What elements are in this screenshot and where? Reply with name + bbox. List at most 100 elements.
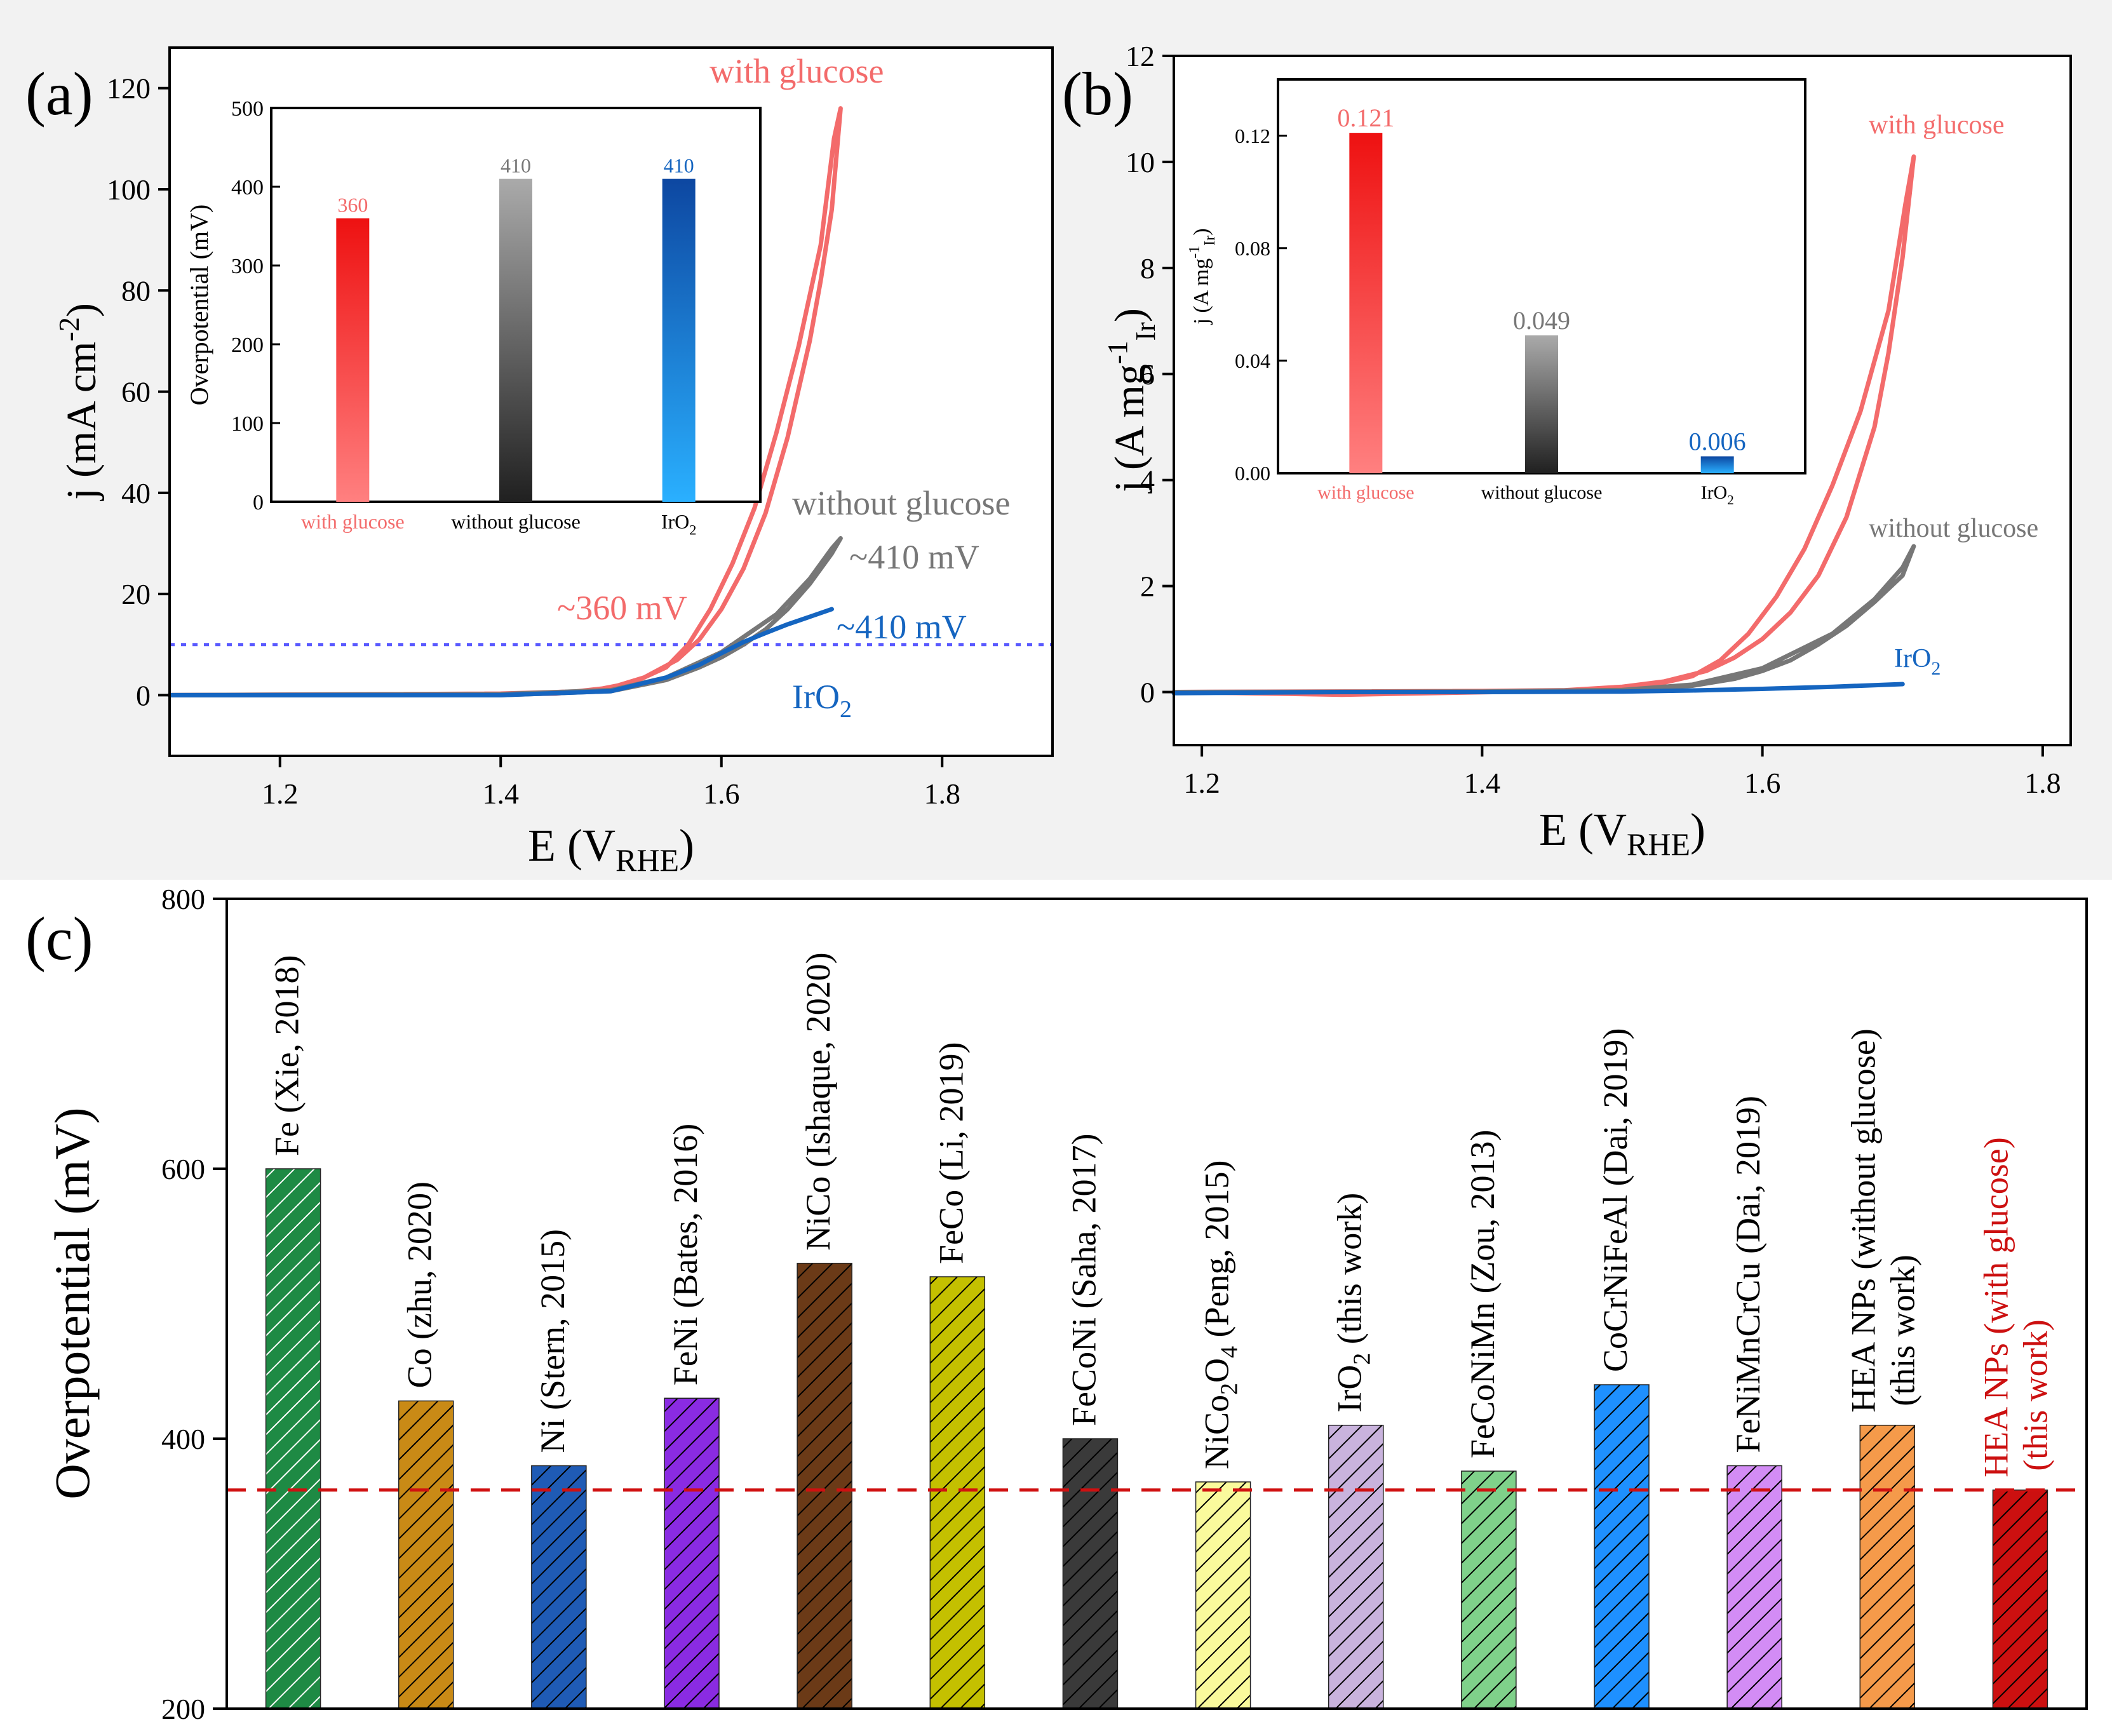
panel-c-bar-label: FeCoNiMn (Zou, 2013)	[1463, 1130, 1502, 1458]
panel-b-y-axis-label: j (A mg-1Ir)	[1102, 308, 1161, 494]
panel-b-x-tick-label: 1.6	[1744, 767, 1781, 799]
panel-b-inset: 0.121 0.049 0.006 0.00 0.04 0.08 0.12 with gl…	[1187, 78, 1806, 508]
annotation-b-iro2: IrO2	[1894, 644, 1940, 679]
ai-y-tick-label: 200	[231, 333, 264, 357]
panel-c-bar-8	[1195, 1481, 1251, 1709]
panel-b-y-tick-label: 10	[1126, 146, 1155, 178]
panel-b-y-tick-label: 8	[1140, 252, 1155, 285]
panel-c-bar-9	[1328, 1425, 1384, 1709]
bi-bar-without-glucose	[1525, 335, 1558, 473]
panel-a-x-tick-label: 1.4	[483, 777, 520, 810]
panel-a-x-axis-label: E (VRHE)	[528, 820, 694, 878]
bi-y-tick-label: 0.08	[1235, 237, 1270, 260]
panel-c-bar-12	[1726, 1465, 1782, 1709]
panel-a-y-tick-label: 60	[121, 376, 151, 408]
panel-c-y-tick-label: 800	[161, 883, 205, 915]
annotation-without-glucose: without glucose	[792, 484, 1010, 522]
panel-a-y-tick-label: 0	[136, 679, 151, 711]
panel-b-series-without-glucose	[1171, 544, 1916, 694]
panel-b-x-tick-label: 1.2	[1183, 767, 1220, 799]
panel-c-bar-11	[1594, 1384, 1650, 1709]
panel-a-x-tick-label: 1.6	[703, 777, 740, 810]
ai-category-label: with glucose	[301, 510, 405, 533]
panel-c-y-tick-label: 400	[161, 1423, 205, 1455]
bi-y-tick-label: 0.04	[1235, 349, 1270, 372]
panel-b-y-tick-label: 0	[1140, 676, 1155, 709]
bi-bar-value-label: 0.006	[1689, 427, 1746, 455]
panel-c-bar-label: FeCoNi (Saha, 2017)	[1065, 1134, 1103, 1426]
panel-c-bar-1	[265, 1168, 321, 1709]
annotation-iro2: IrO2	[792, 678, 852, 723]
panel-a-series-iro2	[167, 607, 834, 697]
panel-c-bar-10	[1461, 1470, 1517, 1709]
annotation-410mv-gray: ~410 mV	[849, 538, 979, 576]
panel-c-frame	[225, 898, 2088, 1710]
panel-c-bar-label: Co (zhu, 2020)	[401, 1181, 439, 1388]
panel-c-y-axis-label: Overpotential (mV)	[44, 1107, 100, 1499]
panel-a-label: (a)	[25, 60, 93, 128]
panel-c-bar-label: HEA NPs (without glucose)	[1844, 1028, 1882, 1412]
panel-b-series-iro2	[1171, 682, 1905, 696]
panel-b-chart: 1.2 1.4 1.6 1.8 0 2 4 6 8 10 12 E (VRHE) j (A mg-…	[1102, 40, 2072, 862]
bi-y-tick-label: 0.00	[1235, 462, 1270, 485]
ai-y-tick-label: 500	[231, 97, 264, 121]
panel-c-bar-label: HEA NPs (with glucose)	[1977, 1137, 2015, 1477]
panel-c-y-tick-label: 600	[161, 1153, 205, 1185]
ai-category-label: without glucose	[451, 510, 581, 533]
panel-c-bar-label: FeCo (Li, 2019)	[932, 1042, 970, 1264]
panel-a-inset-y-axis-label: Overpotential (mV)	[185, 205, 213, 406]
panel-c-bar-label: NiCo (Ishaque, 2020)	[799, 952, 837, 1250]
ai-y-tick-label: 400	[231, 176, 264, 199]
panel-b-x-tick-label: 1.4	[1464, 767, 1501, 799]
panel-a-y-tick-label: 20	[121, 578, 151, 610]
bi-bar-with-glucose	[1349, 133, 1383, 474]
ai-bar-without-glucose	[499, 178, 532, 502]
panel-c-bar-label: FeNiMnCrCu (Dai, 2019)	[1729, 1096, 1767, 1453]
panel-a-y-tick-label: 100	[107, 173, 151, 206]
ai-y-tick-label: 0	[253, 491, 264, 515]
panel-a-chart: 1.2 1.4 1.6 1.8 0 20 40 60 80 100 120 E (VRHE) j …	[53, 46, 1054, 878]
panel-b-x-tick-label: 1.8	[2024, 767, 2061, 799]
panel-c-bar-label: Fe (Xie, 2018)	[268, 955, 306, 1156]
panel-c-bar-3	[531, 1465, 587, 1709]
ai-y-tick-label: 100	[231, 412, 264, 436]
ai-bar-with-glucose	[336, 218, 370, 502]
panel-a-inset: 360 410 410 0 100 200 300 400 500 with glucose w…	[185, 97, 762, 538]
panel-c-bar-14	[1992, 1490, 2048, 1709]
bi-category-label: without glucose	[1481, 482, 1603, 503]
panel-b-y-tick-label: 4	[1140, 464, 1155, 497]
ai-y-tick-label: 300	[231, 255, 264, 278]
annotation-with-glucose: with glucose	[710, 52, 884, 90]
panel-c-bar-6	[929, 1276, 986, 1709]
panel-a-y-tick-label: 120	[107, 72, 151, 105]
panel-c-bar-label-line2: (this work)	[2016, 1319, 2054, 1470]
panel-b-label: (b)	[1062, 60, 1133, 128]
panel-b-y-tick-label: 2	[1140, 570, 1155, 603]
panel-c-bar-label-line2: (this work)	[1883, 1255, 1921, 1406]
ai-bar-value-label: 410	[664, 154, 694, 177]
panel-b-y-tick-label: 6	[1140, 358, 1155, 391]
bi-bar-iro2	[1700, 456, 1734, 473]
panel-c-bar-label: IrO2 (this work)	[1331, 1193, 1376, 1413]
panel-a-series-with-glucose	[167, 106, 843, 697]
panel-c-bar-label: FeNi (Bates, 2016)	[666, 1124, 704, 1385]
panel-c-bar-13	[1859, 1425, 1916, 1709]
panel-c-bar-5	[797, 1263, 852, 1709]
panel-c-bar-4	[664, 1397, 720, 1709]
annotation-b-without-glucose: without glucose	[1869, 514, 2038, 543]
panel-c-chart: 200 400 600 800 Fe (Xie, 2018) Co (zhu, 2020…	[44, 883, 2088, 1725]
bi-bar-value-label: 0.121	[1337, 104, 1394, 132]
panel-c-bar-2	[398, 1400, 454, 1709]
ai-bar-iro2	[662, 178, 696, 502]
panel-a-y-tick-label: 40	[121, 477, 151, 509]
panel-b-frame	[1173, 55, 2072, 746]
panel-c-label: (c)	[25, 905, 93, 972]
ai-category-label: IrO2	[661, 510, 697, 538]
panel-a-y-tick-label: 80	[121, 274, 151, 307]
panel-b-y-tick-label: 12	[1126, 40, 1155, 72]
panel-c-bar-label: NiCo2O4 (Peng, 2015)	[1198, 1161, 1243, 1470]
panel-c-bar-7	[1062, 1438, 1119, 1709]
panel-c-bar-label: Ni (Stern, 2015)	[534, 1229, 572, 1453]
annotation-b-with-glucose: with glucose	[1869, 111, 2004, 140]
